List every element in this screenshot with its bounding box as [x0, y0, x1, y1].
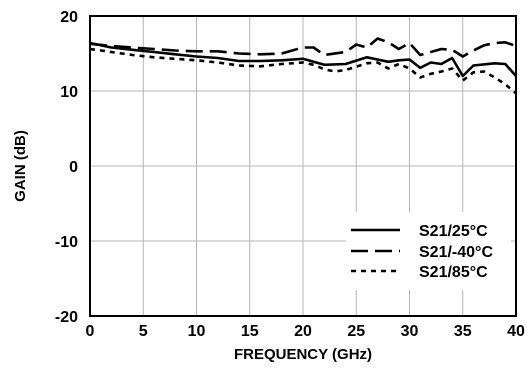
- legend-label-s21-85c: S21/85°C: [419, 264, 488, 281]
- y-tick-label: -10: [55, 234, 78, 251]
- legend-label-s21-25c: S21/25°C: [419, 223, 488, 240]
- legend: S21/25°C S21/-40°C S21/85°C: [346, 212, 511, 290]
- x-tick-label: 20: [294, 323, 312, 340]
- y-tick-label: -20: [55, 309, 78, 326]
- plot-frame: [89, 15, 517, 317]
- x-axis-label: FREQUENCY (GHz): [234, 346, 372, 363]
- series-line-2: [89, 47, 517, 95]
- x-tick-label: 40: [507, 323, 525, 340]
- x-tick-label: 25: [347, 323, 365, 340]
- y-tick-label: 0: [69, 159, 78, 176]
- y-tick-label: 20: [60, 9, 78, 26]
- legend-label-s21-minus40c: S21/-40°C: [419, 244, 493, 261]
- x-tick-label: 5: [139, 323, 148, 340]
- series-layer: [89, 37, 517, 95]
- y-tick-label: 10: [60, 84, 78, 101]
- x-tick-label: 35: [454, 323, 472, 340]
- x-tick-label: 30: [401, 323, 419, 340]
- x-tick-label: 10: [188, 323, 206, 340]
- legend-background: [346, 212, 511, 290]
- x-tick-label: 15: [241, 323, 259, 340]
- y-axis-label: GAIN (dB): [12, 130, 29, 202]
- series-line-1: [89, 37, 517, 58]
- tick-labels: 0 5 10 15 20 25 30 35 40 20 10 0 -10 -20: [55, 9, 525, 340]
- x-tick-label: 0: [86, 323, 95, 340]
- series-line-0: [89, 41, 517, 78]
